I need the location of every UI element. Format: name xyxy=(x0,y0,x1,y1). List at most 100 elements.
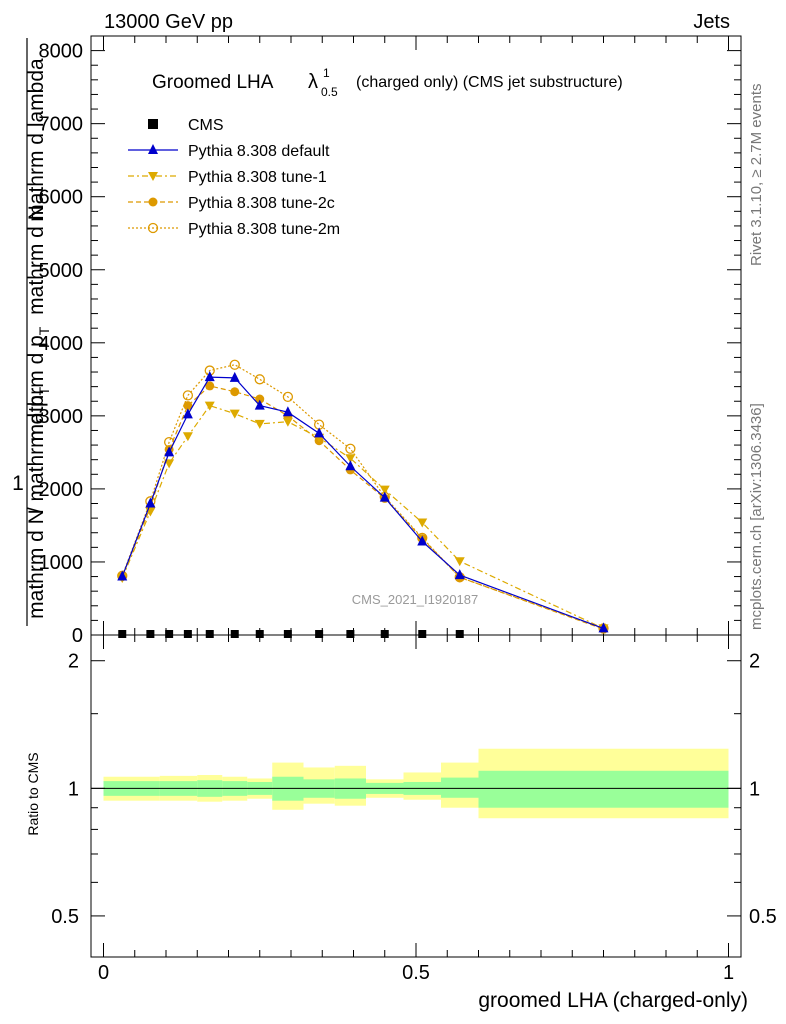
main-y-tick-label: 7000 xyxy=(39,114,84,136)
tune2c-marker xyxy=(205,381,215,391)
main-y-tick-label: 5000 xyxy=(39,260,84,282)
series-pythia-8-308-default xyxy=(117,371,609,633)
tune2m-marker xyxy=(254,374,265,385)
default-marker xyxy=(345,460,356,471)
plot-title: Groomed LHA λ 1 0.5 (charged only) (CMS … xyxy=(152,66,623,99)
default-marker xyxy=(204,371,215,382)
default-marker xyxy=(314,427,325,438)
ylabel-numerator-dpt: mathrm d pT xyxy=(25,326,52,441)
default-marker xyxy=(182,408,193,419)
ratio-y-tick-label: 2 xyxy=(68,651,79,673)
tune1-marker xyxy=(204,401,215,411)
main-y-tick-label: 1000 xyxy=(39,552,84,574)
cms-marker xyxy=(183,630,192,638)
rivet-version-label: Rivet 3.1.10, ≥ 2.7M events xyxy=(748,84,765,267)
series-cms xyxy=(118,630,464,638)
cms-marker xyxy=(255,630,264,638)
ratio-y-tick-label: 1 xyxy=(68,778,79,800)
ylabel-numerator-dpt-text: mathrm d p xyxy=(25,335,48,441)
cms-marker xyxy=(418,630,427,638)
x-tick-label: 0 xyxy=(98,962,109,984)
ratio-band-inner xyxy=(441,777,479,798)
ratio-y-tick-label-right: 0.5 xyxy=(749,906,777,928)
cms-marker xyxy=(380,630,389,638)
tune1-marker xyxy=(148,172,158,181)
cms-marker xyxy=(455,630,464,638)
plot-title-rest: (charged only) (CMS jet substructure) xyxy=(356,74,623,91)
ylabel-denominator-dpt-sub: T xyxy=(36,386,52,395)
cms-marker xyxy=(315,630,324,638)
analysis-watermark: CMS_2021_I1920187 xyxy=(352,592,479,607)
legend-item: Pythia 8.308 tune-2c xyxy=(128,195,335,212)
tune1-marker xyxy=(254,419,265,429)
tune1-marker xyxy=(229,409,240,419)
ratio-y-tick-label: 0.5 xyxy=(51,906,79,928)
header-process: Jets xyxy=(693,11,730,33)
plot-title-lambda: λ xyxy=(308,71,318,93)
series-line xyxy=(121,376,604,629)
ylabel-numerator-dpt-sub: T xyxy=(36,326,52,335)
mcplots-label: mcplots.cern.ch [arXiv:1306.3436] xyxy=(748,403,765,630)
tune1-marker xyxy=(182,432,193,442)
plot-title-superscript: 1 xyxy=(323,66,330,80)
default-marker xyxy=(117,570,128,581)
x-axis-label: groomed LHA (charged-only) xyxy=(478,989,748,1012)
ylabel-denominator-dpt-text: / mathrm d p xyxy=(25,395,48,513)
tune1-marker xyxy=(454,557,465,567)
ylabel-one: 1 xyxy=(12,472,24,495)
default-marker xyxy=(145,497,156,508)
tune2c-marker xyxy=(255,394,265,404)
tune1-marker xyxy=(345,454,356,464)
legend-item: CMS xyxy=(148,117,224,134)
tune2m-marker xyxy=(229,359,240,370)
series-line xyxy=(121,364,604,629)
ylabel-denominator-dN: mathrm d N xyxy=(25,509,48,619)
x-axis-ticks: 0 0.5 1 xyxy=(98,36,734,984)
series-line xyxy=(121,404,604,629)
tune2c-marker xyxy=(183,401,193,411)
main-y-tick-label: 0 xyxy=(72,625,83,647)
default-marker xyxy=(254,399,265,410)
main-y-tick-label: 2000 xyxy=(39,479,84,501)
default-marker xyxy=(148,144,158,154)
tune1-marker xyxy=(379,485,390,495)
ratio-band-inner xyxy=(478,770,729,808)
main-y-tick-label: 4000 xyxy=(39,333,84,355)
tune2m-marker xyxy=(345,443,356,454)
tune2c-marker xyxy=(230,387,240,397)
tune2m-marker xyxy=(147,222,159,234)
cms-marker xyxy=(205,630,214,638)
legend-item: Pythia 8.308 tune-1 xyxy=(128,169,327,186)
x-tick-label: 1 xyxy=(723,962,734,984)
default-marker xyxy=(598,622,609,633)
default-marker xyxy=(454,569,465,580)
cms-marker xyxy=(146,630,155,638)
legend-item: Pythia 8.308 default xyxy=(128,143,330,160)
ratio-y-tick-label-right: 1 xyxy=(749,778,760,800)
default-marker xyxy=(282,406,293,417)
ratio-y-axis-label: Ratio to CMS xyxy=(25,752,41,835)
legend-label: Pythia 8.308 tune-2m xyxy=(188,221,340,238)
series-pythia-8-308-tune-1 xyxy=(117,401,609,634)
series-line xyxy=(121,385,604,630)
tune1-marker xyxy=(164,459,175,469)
ratio-y-tick-label-right: 2 xyxy=(749,651,760,673)
main-axis-ticks: 0 1000 2000 3000 4000 5000 6000 7000 8000 xyxy=(39,41,741,647)
tune2c-marker xyxy=(148,197,158,207)
tune2m-marker xyxy=(182,390,194,401)
main-y-axis-label: 1 mathrm d N mathrm d pT mathrm d lambda… xyxy=(12,38,52,626)
tune1-marker xyxy=(417,518,428,528)
cms-marker xyxy=(148,119,158,129)
default-marker xyxy=(379,491,390,502)
main-y-tick-label: 6000 xyxy=(39,187,84,209)
series-layer xyxy=(117,359,609,638)
header-energy: 13000 GeV pp xyxy=(104,11,233,33)
default-marker xyxy=(229,371,240,382)
cms-marker xyxy=(346,630,355,638)
legend-label: Pythia 8.308 default xyxy=(188,143,330,160)
tune2m-marker xyxy=(282,391,294,403)
tune1-marker xyxy=(282,417,293,427)
ratio-uncertainty-bands xyxy=(103,748,729,819)
default-marker xyxy=(164,446,175,457)
